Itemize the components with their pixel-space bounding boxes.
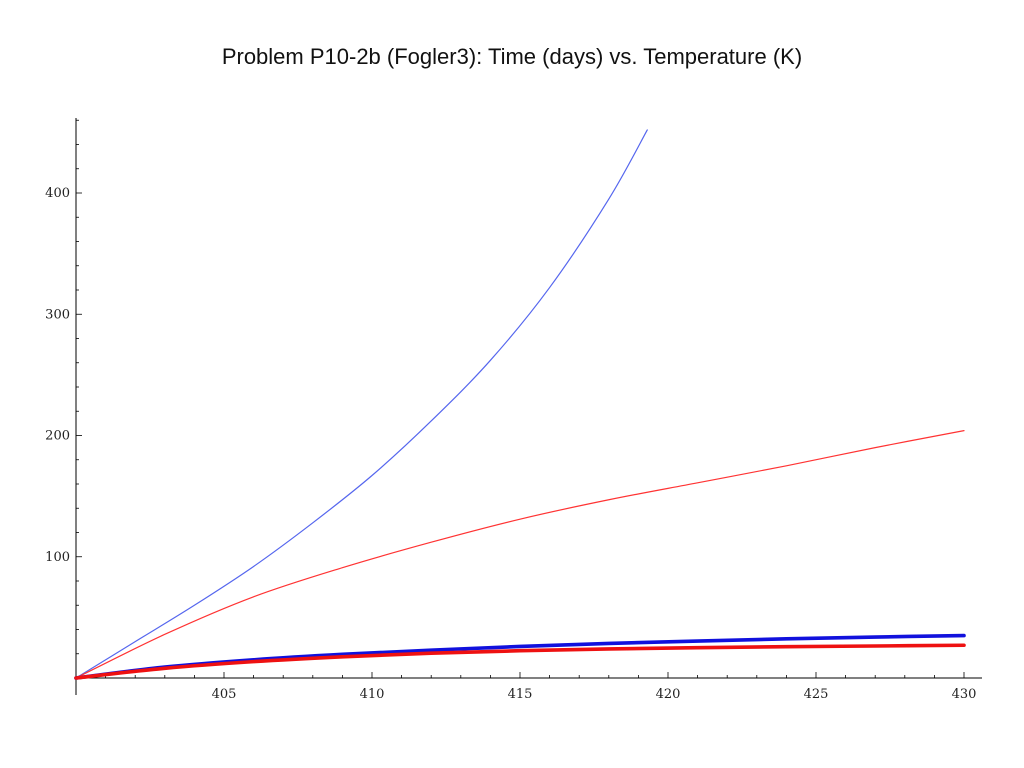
- x-tick-label: 410: [360, 687, 385, 702]
- x-tick-label: 430: [952, 687, 977, 702]
- y-tick-label: 300: [45, 307, 70, 322]
- y-tick-label: 400: [45, 186, 70, 201]
- chart-title: Problem P10-2b (Fogler3): Time (days) vs…: [221, 44, 803, 69]
- series-group: [74, 129, 966, 680]
- y-tick-label: 100: [45, 550, 70, 565]
- x-tick-label: 425: [804, 687, 829, 702]
- series-line-1: [75, 129, 648, 679]
- series-line-2: [75, 430, 965, 679]
- x-tick-label: 415: [508, 687, 533, 702]
- y-tick-label: 200: [45, 429, 70, 444]
- axes: 405 410 415 420 425 430 100 200 300 400: [45, 118, 982, 702]
- x-tick-label: 420: [656, 687, 681, 702]
- x-tick-label: 405: [212, 687, 237, 702]
- series-line-3: [74, 633, 966, 680]
- series-line-4: [74, 643, 966, 680]
